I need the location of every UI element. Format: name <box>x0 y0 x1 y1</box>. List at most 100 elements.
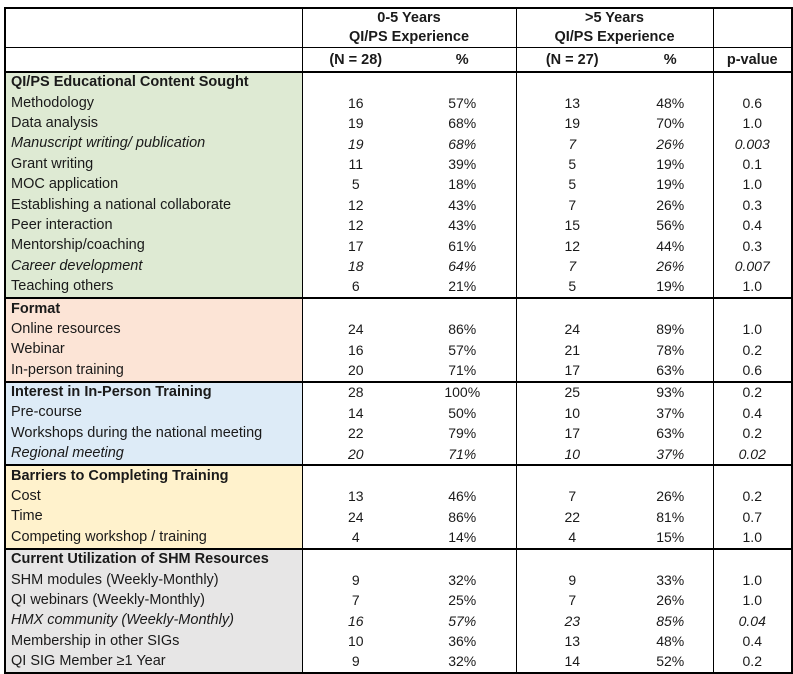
cell-pvalue: 1.0 <box>712 527 792 549</box>
cell-n-0to5: 9 <box>301 570 409 591</box>
table-row: Grant writing 11 39% 5 19% 0.1 <box>5 154 792 175</box>
table-row: Manuscript writing/ publication 19 68% 7 26%… <box>5 134 792 155</box>
cell-n-0to5: 20 <box>301 360 409 382</box>
cell-n-over5: 13 <box>515 93 628 114</box>
row-label: Teaching others <box>5 276 302 299</box>
cell-n-over5 <box>515 547 628 571</box>
row-label: Peer interaction <box>5 215 302 237</box>
group-over5-line2: QI/PS Experience <box>554 29 675 45</box>
cell-pct-0to5: 32% <box>448 653 477 670</box>
table-row: QI webinars (Weekly-Monthly) 7 25% 7 26% 1.0 <box>5 590 792 612</box>
cell-pct-over5: 93% <box>628 380 713 404</box>
table-row: Webinar 16 57% 21 78% 0.2 <box>5 340 792 361</box>
table-row: Pre-course 14 50% 10 37% 0.4 <box>5 403 792 424</box>
cell-pct-over5: 26% <box>656 135 685 152</box>
cell-n-over5: 5 <box>515 174 628 196</box>
cell-n-0to5: 22 <box>301 423 409 445</box>
cell-n-over5: 10 <box>515 444 628 466</box>
cell-pct-0to5: 68% <box>448 135 477 152</box>
cell-n-0to5: 10 <box>301 631 409 652</box>
table-row: Data analysis 19 68% 19 70% 1.0 <box>5 113 792 135</box>
cell-pct-0to5: 79% <box>448 425 477 442</box>
table-row: Regional meeting 20 71% 10 37% 0.02 <box>5 444 792 466</box>
cell-pvalue: 0.2 <box>712 651 792 674</box>
row-label: Regional meeting <box>5 444 302 466</box>
results-table: 0-5 Years QI/PS Experience >5 Years QI/P… <box>4 7 793 674</box>
table-row: Establishing a national collaborate 12 43%… <box>5 195 792 216</box>
cell-pvalue: 1.0 <box>712 276 792 299</box>
cell-pvalue: 0.04 <box>712 611 792 632</box>
cell-pct-over5: 19% <box>656 156 685 173</box>
table-row: QI SIG Member ≥1 Year 9 32% 14 52% 0.2 <box>5 651 792 674</box>
cell-pvalue: 0.4 <box>712 403 792 424</box>
row-label: Membership in other SIGs <box>5 631 302 652</box>
row-label: Cost <box>5 486 302 508</box>
group-0to5-line1: 0-5 Years <box>377 10 441 27</box>
subheader-blank <box>5 48 302 73</box>
row-label: Grant writing <box>5 154 302 175</box>
cell-n-over5: 7 <box>515 486 628 508</box>
cell-n-0to5: 19 <box>301 134 409 155</box>
cell-pct-over5: 26% <box>656 196 685 213</box>
cell-n-0to5: 5 <box>301 174 409 196</box>
table-row: Peer interaction 12 43% 15 56% 0.4 <box>5 215 792 237</box>
cell-n-over5: 23 <box>515 611 628 632</box>
cell-n-over5: 9 <box>515 570 628 591</box>
cell-pvalue: 0.6 <box>712 93 792 114</box>
row-label: Mentorship/coaching <box>5 236 302 257</box>
row-label: Methodology <box>5 93 302 114</box>
cell-n-0to5: 24 <box>301 507 409 528</box>
cell-n-0to5: 11 <box>301 154 409 175</box>
table-row: Cost 13 46% 7 26% 0.2 <box>5 486 792 508</box>
cell-pct-over5: 15% <box>656 529 685 546</box>
cell-n-0to5: 6 <box>301 276 409 299</box>
cell-n-0to5: 4 <box>301 527 409 549</box>
cell-pvalue <box>712 547 792 571</box>
cell-pct-over5: 81% <box>656 508 685 525</box>
table-row: Career development 18 64% 7 26% 0.007 <box>5 256 792 277</box>
cell-n-over5: 13 <box>515 631 628 652</box>
cell-n-over5: 17 <box>515 423 628 445</box>
cell-pvalue: 1.0 <box>712 113 792 135</box>
row-label: Manuscript writing/ publication <box>5 134 302 155</box>
cell-pct-0to5: 86% <box>448 321 477 338</box>
cell-n-0to5: 16 <box>301 93 409 114</box>
cell-n-over5: 14 <box>515 651 628 674</box>
cell-pvalue <box>712 464 792 487</box>
section-title: QI/PS Educational Content Sought <box>5 70 302 94</box>
cell-pct-0to5: 57% <box>448 94 477 111</box>
row-label: MOC application <box>5 174 302 196</box>
cell-pct-over5: 26% <box>656 258 685 275</box>
table-row: MOC application 5 18% 5 19% 1.0 <box>5 174 792 196</box>
table-row: Mentorship/coaching 17 61% 12 44% 0.3 <box>5 236 792 257</box>
row-label: QI webinars (Weekly-Monthly) <box>5 590 302 612</box>
group-header-over5: >5 Years QI/PS Experience <box>515 8 713 48</box>
cell-pct-0to5: 57% <box>448 341 477 358</box>
cell-n-over5: 21 <box>515 340 628 361</box>
group-header-row: 0-5 Years QI/PS Experience >5 Years QI/P… <box>5 8 792 48</box>
cell-n-0to5: 13 <box>301 486 409 508</box>
row-label: Workshops during the national meeting <box>5 423 302 445</box>
cell-pct-0to5: 18% <box>448 176 477 193</box>
cell-pct-over5: 26% <box>656 488 685 505</box>
cell-pct-over5: 63% <box>656 361 685 378</box>
cell-pvalue: 0.02 <box>712 444 792 466</box>
section-title: Barriers to Completing Training <box>5 464 302 487</box>
cell-n-over5: 12 <box>515 236 628 257</box>
cell-n-0to5: 17 <box>301 236 409 257</box>
cell-n-over5: 25 <box>515 380 628 404</box>
table-row: SHM modules (Weekly-Monthly) 9 32% 9 33% 1.0 <box>5 570 792 591</box>
cell-pct-0to5: 21% <box>448 278 477 295</box>
row-label: Data analysis <box>5 113 302 135</box>
subheader-row: (N = 28) % (N = 27) % p-value <box>5 47 792 73</box>
cell-pvalue: 0.4 <box>712 215 792 237</box>
cell-pct-over5: 52% <box>656 653 685 670</box>
cell-pvalue: 0.003 <box>712 134 792 155</box>
cell-n-0to5: 18 <box>301 256 409 277</box>
cell-pct-over5: 63% <box>656 425 685 442</box>
cell-pct-0to5: 39% <box>448 156 477 173</box>
cell-pct-0to5: 14% <box>448 529 477 546</box>
cell-n-0to5: 20 <box>301 444 409 466</box>
table-row: Workshops during the national meeting 22 7… <box>5 423 792 445</box>
cell-pct-0to5: 61% <box>448 237 477 254</box>
